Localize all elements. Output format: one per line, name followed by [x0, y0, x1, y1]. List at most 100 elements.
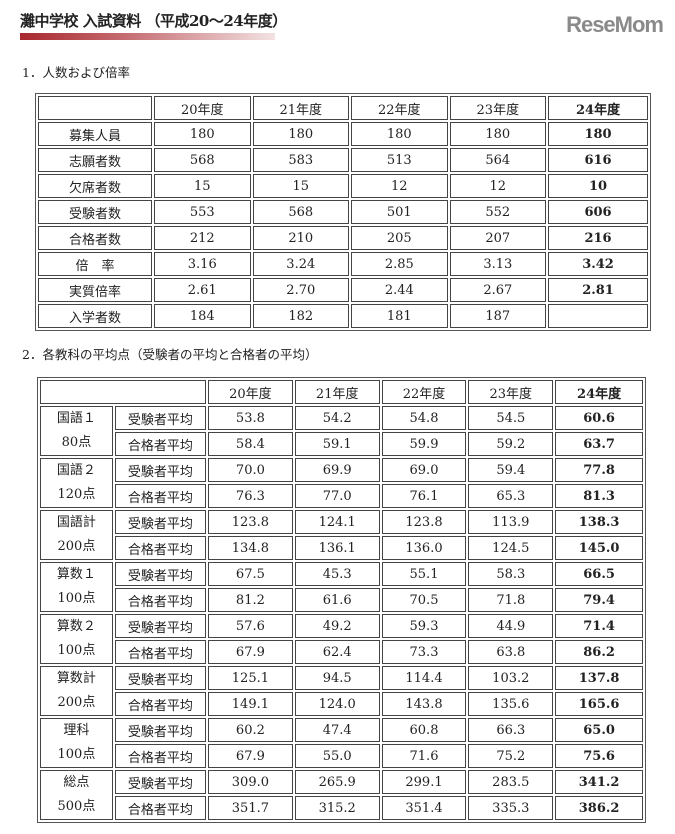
row-label: 受験者平均 [114, 718, 206, 742]
table-cell: 3.16 [154, 252, 251, 276]
table-cell: 65.3 [468, 484, 554, 508]
table-cell: 3.24 [252, 252, 350, 276]
row-label: 合格者平均 [114, 588, 206, 612]
table-row: 総点 500点 受験者平均 309.0 265.9 299.1 283.5 341.2 [40, 770, 643, 820]
table-cell: 58.3 [468, 562, 554, 586]
row-label: 合格者平均 [114, 432, 206, 456]
table-cell: 59.4 [468, 458, 554, 482]
table-cell: 81.3 [555, 484, 643, 508]
table-cell: 351.4 [381, 796, 467, 820]
table-cell: 94.5 [294, 666, 380, 690]
table-cell: 299.1 [381, 770, 467, 794]
subject-label: 国語計 200点 [40, 510, 113, 560]
column-header: 21年度 [252, 96, 350, 120]
table-row: 合格者平均 67.9 55.0 71.6 75.2 75.6 [40, 744, 643, 768]
table-cell: 62.4 [294, 640, 380, 664]
table-row: 算数計 200点 受験者平均 125.1 94.5 114.4 103.2 137.8 [40, 666, 643, 716]
table-cell: 53.8 [208, 406, 293, 430]
table-row: 倍 率 3.16 3.24 2.85 3.13 3.42 [38, 252, 648, 276]
table-cell: 513 [351, 148, 448, 172]
table-cell: 59.1 [294, 432, 380, 456]
table-cell: 57.6 [208, 614, 293, 638]
row-label: 倍 率 [38, 252, 152, 276]
row-label: 合格者平均 [114, 744, 206, 768]
table-row: 合格者平均 134.8 136.1 136.0 124.5 145.0 [40, 536, 643, 560]
table-cell: 2.70 [252, 278, 350, 302]
column-header: 20年度 [154, 96, 251, 120]
subject-name: 総点 [63, 775, 90, 790]
table-cell: 103.2 [468, 666, 554, 690]
page-title: 灘中学校 入試資料 （平成20～24年度） [20, 12, 287, 30]
row-label: 受験者平均 [114, 666, 206, 690]
row-label: 合格者平均 [114, 640, 206, 664]
table-cell: 2.85 [351, 252, 448, 276]
table-row: 欠席者数 15 15 12 12 10 [38, 174, 648, 198]
table-cell: 55.0 [294, 744, 380, 768]
table-cell: 501 [351, 200, 448, 224]
table-cell: 125.1 [208, 666, 293, 690]
table-cell: 61.6 [294, 588, 380, 612]
table-row: 合格者平均 67.9 62.4 73.3 63.8 86.2 [40, 640, 643, 664]
table-cell: 69.9 [294, 458, 380, 482]
subject-name: 国語２ [56, 463, 96, 478]
table-row: 合格者平均 76.3 77.0 76.1 65.3 81.3 [40, 484, 643, 508]
table-row: 受験者数 553 568 501 552 606 [38, 200, 648, 224]
table-cell: 114.4 [381, 666, 467, 690]
row-label: 合格者数 [38, 226, 152, 250]
table-cell: 12 [351, 174, 448, 198]
row-label: 合格者平均 [114, 536, 206, 560]
table-cell: 315.2 [294, 796, 380, 820]
table-cell: 149.1 [208, 692, 293, 716]
table-cell: 63.7 [555, 432, 643, 456]
table-cell: 212 [154, 226, 251, 250]
row-label: 受験者平均 [114, 614, 206, 638]
table-cell [548, 304, 648, 328]
column-header [38, 96, 152, 120]
table-row: 国語計 200点 受験者平均 123.8 124.1 123.8 113.9 138.3 [40, 510, 643, 560]
subject-name: 算数計 [56, 671, 96, 686]
table-row: 志願者数 568 583 513 564 616 [38, 148, 648, 172]
table-cell: 3.13 [449, 252, 547, 276]
table-cell: 180 [449, 122, 547, 146]
watermark-logo: ReseMom [566, 12, 664, 37]
table-cell: 386.2 [555, 796, 643, 820]
table-cell: 143.8 [381, 692, 467, 716]
row-label: 合格者平均 [114, 692, 206, 716]
table-cell: 180 [252, 122, 350, 146]
table-cell: 568 [154, 148, 251, 172]
table-cell: 79.4 [555, 588, 643, 612]
table-cell: 283.5 [468, 770, 554, 794]
subject-points: 100点 [57, 591, 96, 606]
table-row: 合格者平均 149.1 124.0 143.8 135.6 165.6 [40, 692, 643, 716]
enrollment-table: 20年度 21年度 22年度 23年度 24年度 募集人員 180 180 180 180 180 志… [35, 93, 651, 331]
table-cell: 44.9 [468, 614, 554, 638]
table-cell: 2.67 [449, 278, 547, 302]
column-header: 22年度 [381, 380, 467, 404]
subject-label: 算数１ 100点 [40, 562, 113, 612]
table-cell: 60.2 [208, 718, 293, 742]
table-cell: 67.5 [208, 562, 293, 586]
subject-name: 算数２ [56, 619, 96, 634]
table-cell: 606 [548, 200, 648, 224]
table-cell: 134.8 [208, 536, 293, 560]
row-label: 募集人員 [38, 122, 152, 146]
table-row: 合格者数 212 210 205 207 216 [38, 226, 648, 250]
table-cell: 351.7 [208, 796, 293, 820]
table-cell: 81.2 [208, 588, 293, 612]
table-cell: 616 [548, 148, 648, 172]
table-cell: 71.8 [468, 588, 554, 612]
table-row: 実質倍率 2.61 2.70 2.44 2.67 2.81 [38, 278, 648, 302]
subject-points: 120点 [57, 487, 96, 502]
table-cell: 145.0 [555, 536, 643, 560]
row-label: 受験者数 [38, 200, 152, 224]
subject-label: 国語１ 80点 [40, 406, 113, 456]
table-cell: 59.9 [381, 432, 467, 456]
subject-points: 100点 [57, 747, 96, 762]
table-cell: 2.61 [154, 278, 251, 302]
table-cell: 73.3 [381, 640, 467, 664]
table-row: 合格者平均 351.7 315.2 351.4 335.3 386.2 [40, 796, 643, 820]
table-cell: 335.3 [468, 796, 554, 820]
subject-label: 算数２ 100点 [40, 614, 113, 664]
table-cell: 76.1 [381, 484, 467, 508]
table-cell: 124.0 [294, 692, 380, 716]
